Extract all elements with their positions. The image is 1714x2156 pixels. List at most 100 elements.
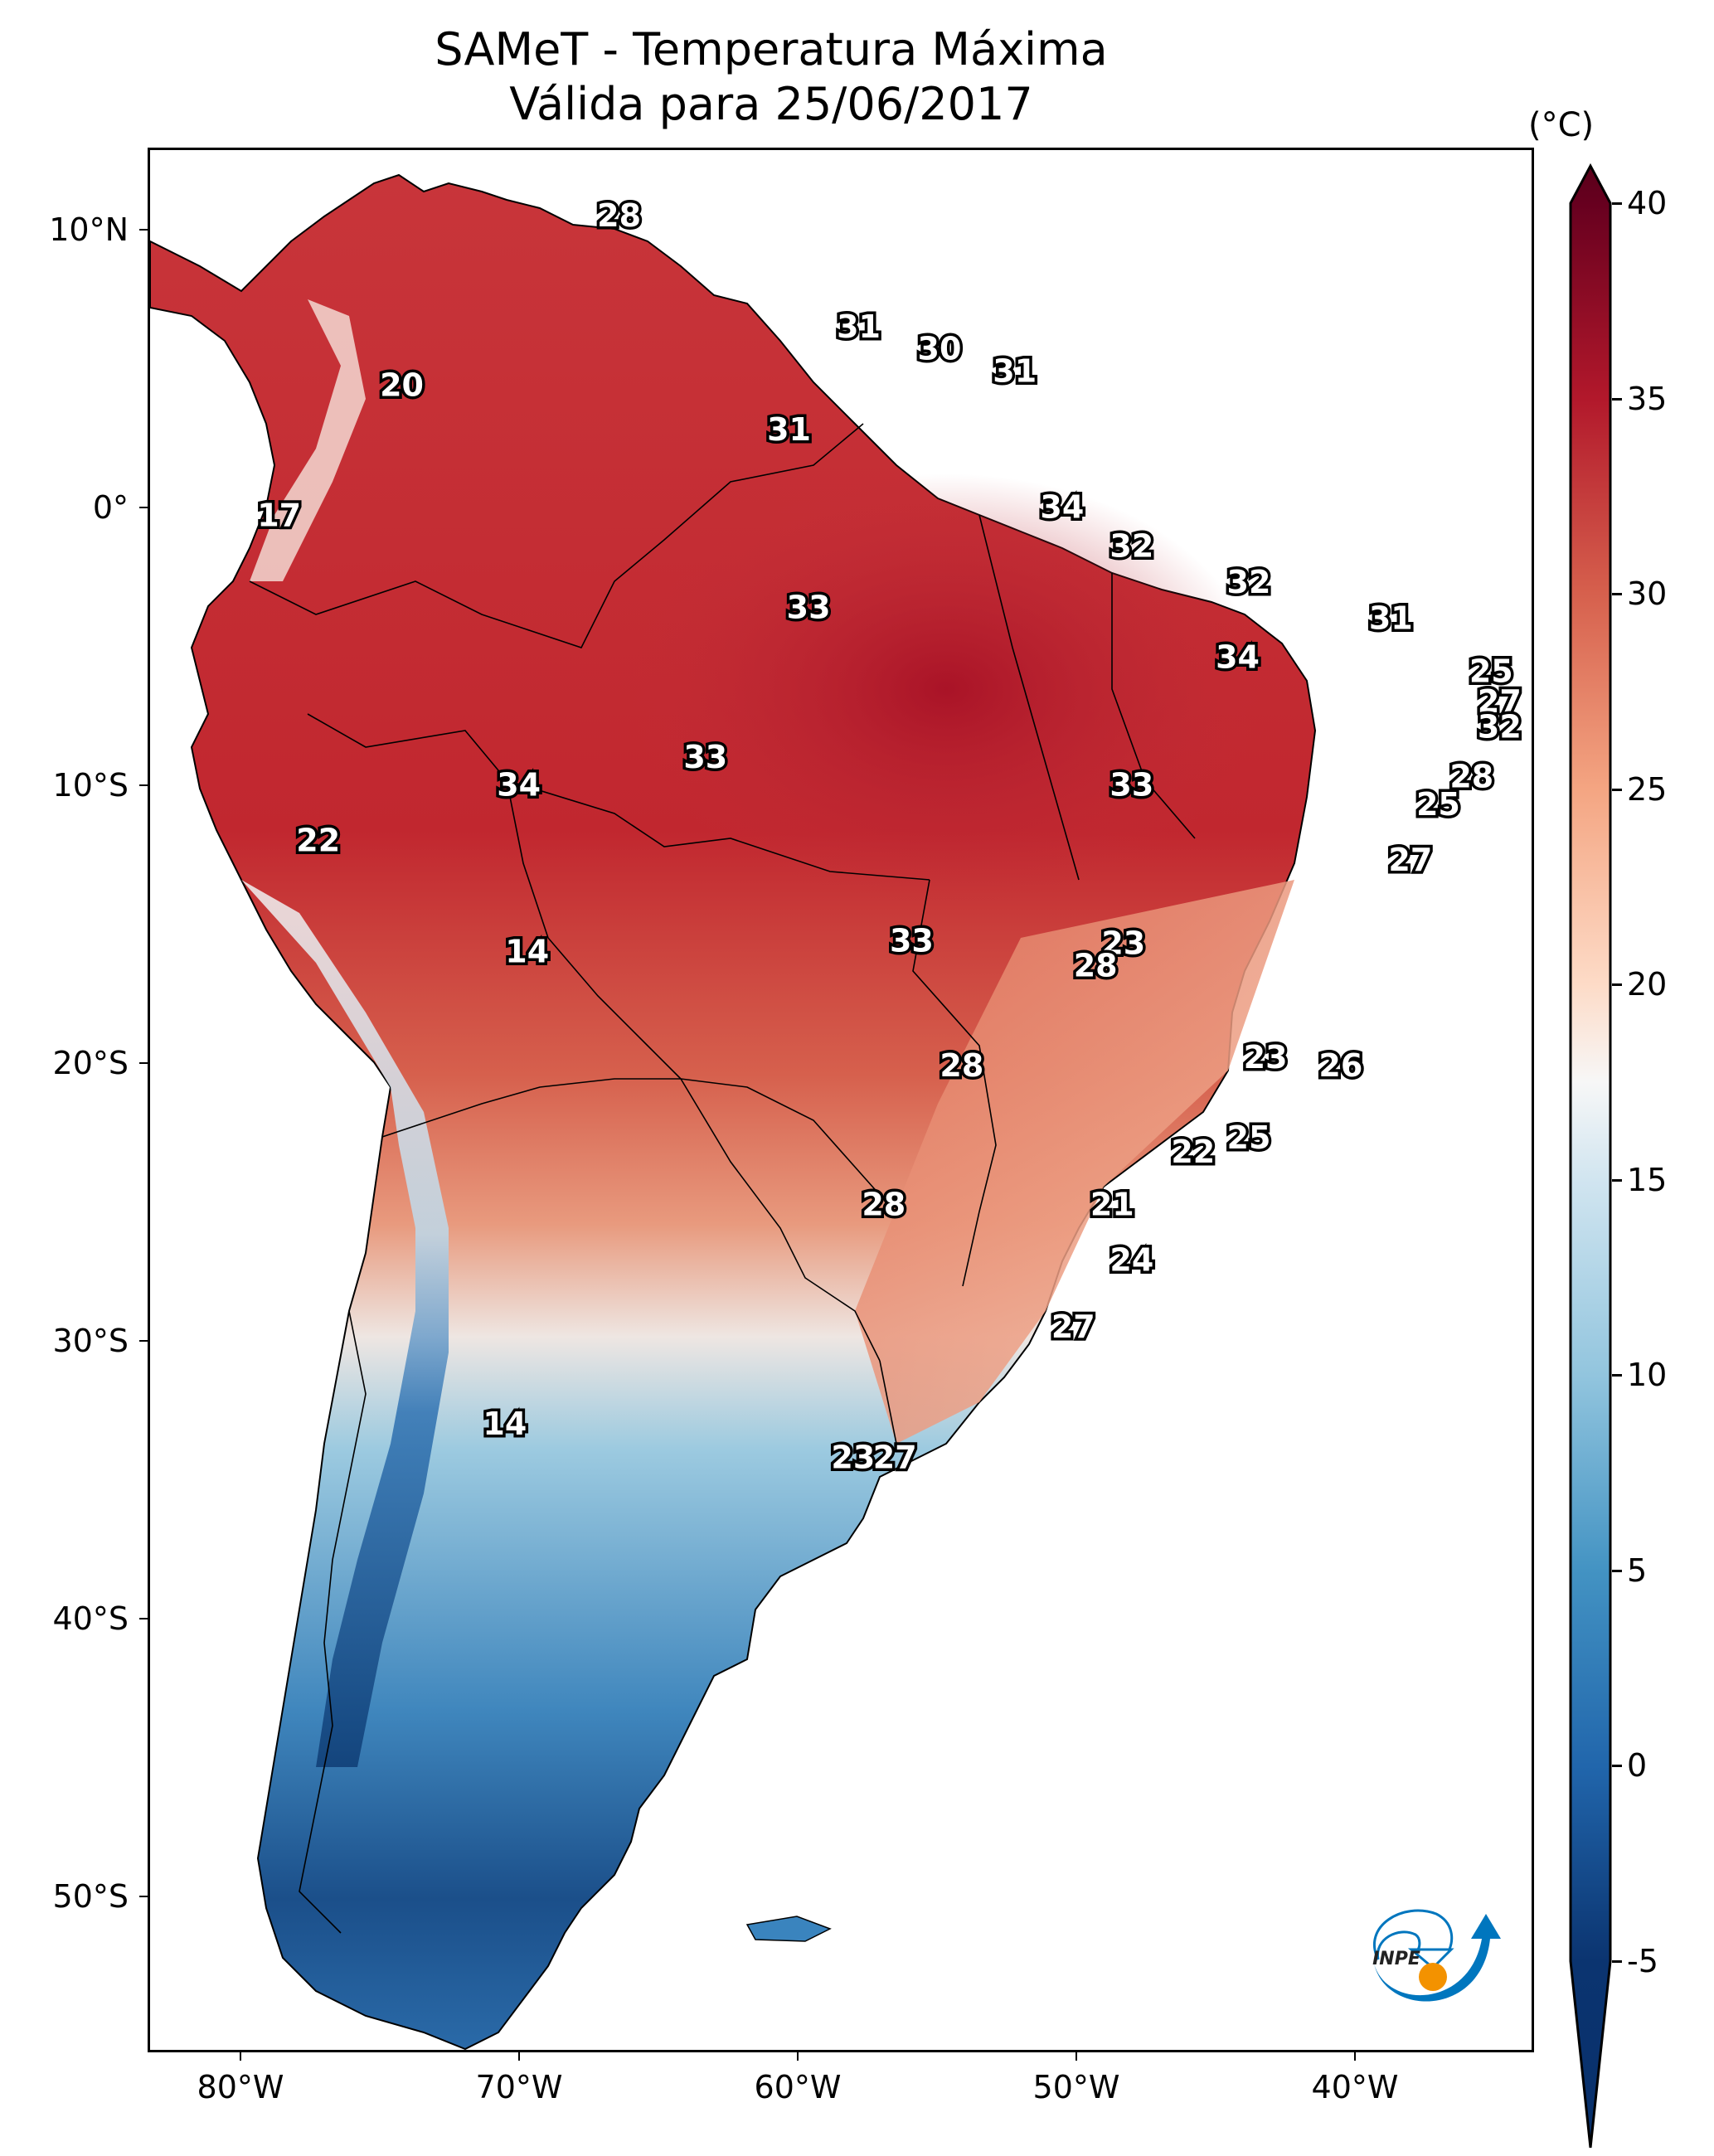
lon-tick-label: 80°W bbox=[197, 2069, 284, 2105]
colorbar-tick-label: 5 bbox=[1627, 1551, 1648, 1589]
temperature-label: 23 bbox=[1244, 1039, 1288, 1076]
colorbar-tick-mark bbox=[1612, 788, 1622, 791]
temperature-label: 14 bbox=[483, 1406, 527, 1442]
andes-cool-region bbox=[241, 880, 449, 1767]
temperature-label: 23 bbox=[831, 1439, 875, 1475]
temperature-label: 28 bbox=[862, 1187, 906, 1223]
country-borders bbox=[249, 423, 1196, 1934]
colorbar-tick-label: 0 bbox=[1627, 1747, 1648, 1785]
lat-tick-mark bbox=[139, 507, 148, 508]
lon-tick-mark bbox=[1075, 2052, 1077, 2061]
colorbar-tick-mark bbox=[1612, 202, 1622, 205]
map-plot-area: 28 20 17 31 30 31 31 34 32 32 33 31 34 25 27 32 33 34 33 28… bbox=[148, 148, 1534, 2052]
temperature-label: 32 bbox=[1109, 528, 1153, 565]
lon-tick-label: 50°W bbox=[1032, 2069, 1120, 2105]
lon-tick-label: 60°W bbox=[754, 2069, 842, 2105]
temperature-label: 33 bbox=[890, 922, 934, 959]
colorbar bbox=[1569, 163, 1612, 2149]
colorbar-tick-label: 40 bbox=[1627, 185, 1668, 221]
temperature-label: 28 bbox=[940, 1047, 983, 1084]
lon-tick-mark bbox=[518, 2052, 520, 2061]
lat-tick-mark bbox=[139, 784, 148, 786]
temperature-label: 32 bbox=[1478, 708, 1522, 745]
lat-tick-label: 40°S bbox=[52, 1600, 129, 1637]
temperature-label: 28 bbox=[597, 197, 641, 234]
temperature-label: 34 bbox=[1040, 489, 1084, 526]
colombian-andes bbox=[250, 299, 366, 581]
hot-region bbox=[631, 473, 1261, 905]
temperature-label: 24 bbox=[1109, 1242, 1153, 1279]
temperature-label: 30 bbox=[918, 331, 962, 367]
lat-tick-mark bbox=[139, 229, 148, 231]
temperature-label: 21 bbox=[1090, 1187, 1134, 1223]
falkland-islands bbox=[745, 1916, 832, 1942]
temperature-label: 31 bbox=[767, 411, 811, 448]
lat-tick-label: 10°S bbox=[52, 767, 129, 804]
lon-tick-mark bbox=[240, 2052, 241, 2061]
temperature-label: 17 bbox=[257, 498, 301, 534]
temperature-label: 28 bbox=[1074, 947, 1118, 983]
colorbar-tick-mark bbox=[1612, 1765, 1622, 1768]
colorbar-tick-mark bbox=[1612, 1960, 1622, 1963]
temperature-label: 25 bbox=[1227, 1119, 1271, 1156]
temperature-label: 27 bbox=[873, 1439, 917, 1475]
temperature-label: 25 bbox=[1416, 786, 1460, 823]
lat-tick-label: 30°S bbox=[52, 1323, 129, 1359]
logo-swirl-inner bbox=[1377, 1930, 1421, 1960]
logo-text: INPE bbox=[1372, 1949, 1420, 1969]
lat-tick-mark bbox=[139, 1618, 148, 1619]
colorbar-tick-label: 30 bbox=[1627, 575, 1668, 613]
colorbar-tick-label: 20 bbox=[1627, 966, 1668, 1003]
lat-tick-label: 20°S bbox=[52, 1045, 129, 1081]
logo-arrow-down bbox=[1407, 1948, 1454, 1970]
temperature-label: 31 bbox=[1369, 600, 1413, 637]
temperature-label: 32 bbox=[1227, 564, 1271, 600]
temperature-label: 31 bbox=[837, 308, 881, 345]
logo-swirl-outer bbox=[1372, 1909, 1454, 1960]
temperature-label: 26 bbox=[1318, 1047, 1362, 1084]
colorbar-tick-mark bbox=[1612, 1569, 1622, 1572]
temperature-label: 20 bbox=[380, 367, 424, 403]
colorbar-tick-label: -5 bbox=[1627, 1943, 1658, 1979]
temperature-label: 34 bbox=[497, 767, 541, 804]
lat-tick-mark bbox=[139, 1896, 148, 1897]
lon-tick-label: 70°W bbox=[475, 2069, 563, 2105]
temperature-label: 27 bbox=[1478, 683, 1522, 720]
lon-tick-label: 40°W bbox=[1311, 2069, 1399, 2105]
colorbar-tick-label: 35 bbox=[1627, 380, 1668, 417]
temperature-label: 28 bbox=[1449, 759, 1493, 795]
lon-tick-mark bbox=[1354, 2052, 1356, 2061]
temperature-label: 22 bbox=[1171, 1134, 1215, 1170]
temperature-label: 14 bbox=[505, 934, 549, 970]
lat-tick-label: 0° bbox=[92, 489, 129, 526]
colorbar-tick-mark bbox=[1612, 1178, 1622, 1182]
colorbar-gradient bbox=[1569, 163, 1612, 2149]
temperature-label: 27 bbox=[1051, 1309, 1095, 1345]
colorbar-tick-label: 15 bbox=[1627, 1161, 1668, 1198]
colorbar-tick-mark bbox=[1612, 397, 1622, 401]
logo-sun bbox=[1419, 1963, 1447, 1991]
lat-tick-mark bbox=[139, 1062, 148, 1064]
southeast-region bbox=[855, 880, 1294, 1444]
colorbar-tick-mark bbox=[1612, 1374, 1622, 1377]
temperature-label: 33 bbox=[787, 589, 831, 625]
temperature-label: 31 bbox=[993, 353, 1037, 390]
temperature-label: 33 bbox=[683, 739, 727, 775]
lat-tick-mark bbox=[139, 1340, 148, 1342]
temperature-label: 25 bbox=[1469, 653, 1513, 689]
colorbar-tick-label: 10 bbox=[1627, 1357, 1668, 1394]
chart-title: SAMeT - Temperatura Máxima bbox=[435, 23, 1108, 75]
lon-tick-mark bbox=[797, 2052, 799, 2061]
colorbar-tick-mark bbox=[1612, 593, 1622, 596]
temperature-label: 34 bbox=[1216, 639, 1260, 676]
temperature-label: 27 bbox=[1388, 842, 1432, 878]
colorbar-tick-mark bbox=[1612, 983, 1622, 987]
inpe-logo: INPE bbox=[1372, 1909, 1501, 2002]
temperature-label: 23 bbox=[1101, 925, 1145, 962]
temperature-label: 22 bbox=[296, 823, 340, 859]
temperature-label: 33 bbox=[1109, 767, 1153, 804]
lat-tick-label: 50°S bbox=[52, 1878, 129, 1915]
chart-subtitle: Válida para 25/06/2017 bbox=[509, 78, 1033, 130]
